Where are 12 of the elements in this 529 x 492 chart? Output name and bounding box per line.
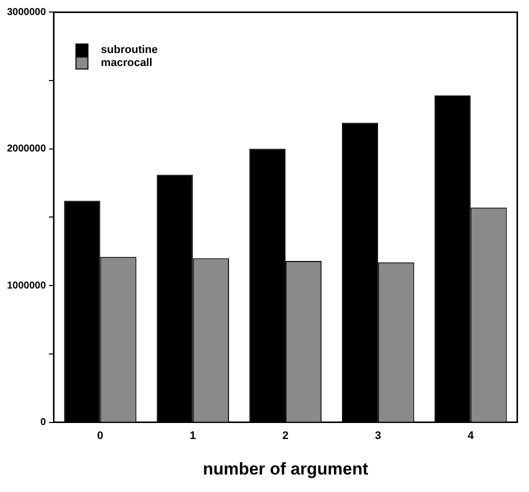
legend-label: subroutine [100, 44, 158, 56]
x-tick-label: 2 [282, 430, 289, 442]
y-tick-label: 2000000 [6, 144, 46, 155]
x-tick-label: 1 [190, 430, 196, 442]
x-tick-label: 4 [468, 430, 475, 442]
y-tick-label: 1000000 [6, 280, 46, 292]
x-tick-label: 0 [97, 430, 104, 442]
x-tick-label: 3 [375, 430, 382, 442]
x-axis-title: number of argument [202, 459, 368, 478]
legend-label: macrocall [100, 57, 152, 70]
y-tick-label: 3000000 [6, 6, 46, 18]
y-tick-label: 0 [40, 417, 46, 428]
